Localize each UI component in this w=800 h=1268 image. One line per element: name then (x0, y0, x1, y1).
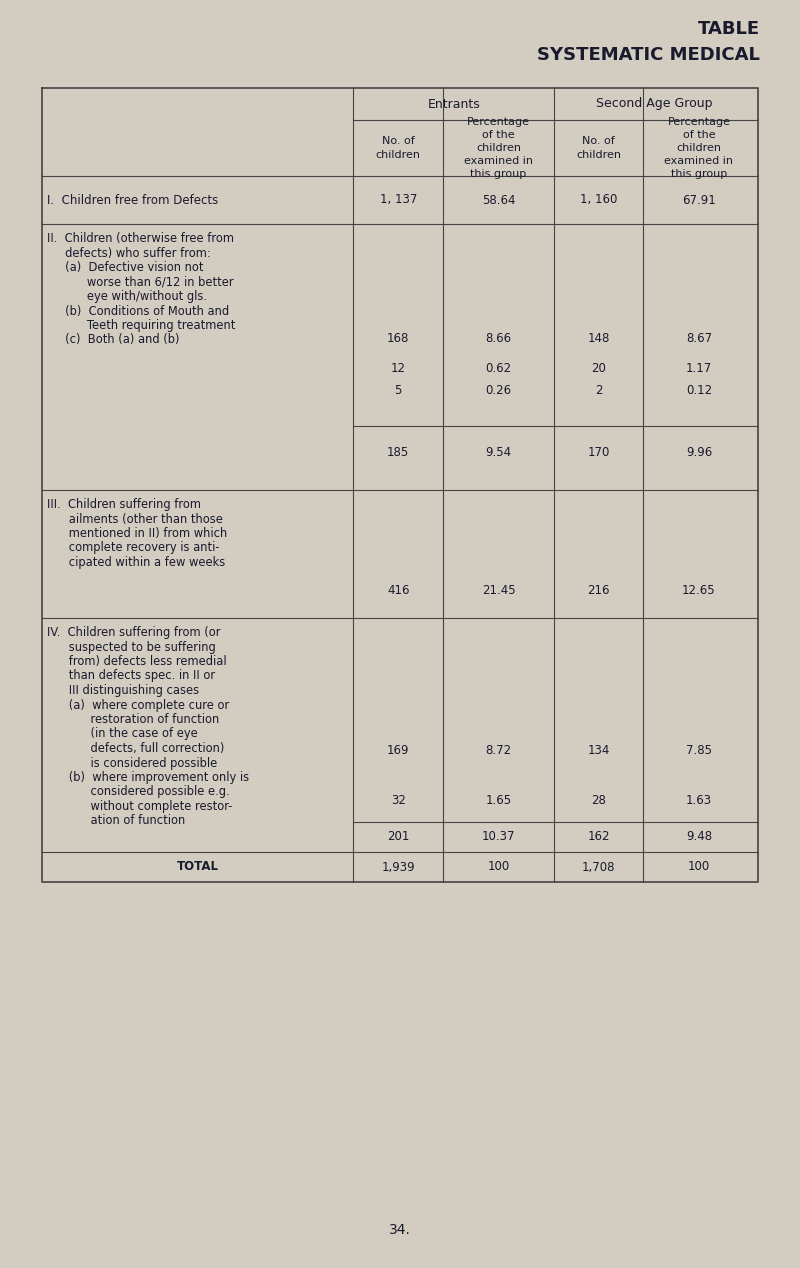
Text: 170: 170 (587, 445, 610, 459)
Text: considered possible e.g.: considered possible e.g. (47, 785, 230, 799)
Text: No. of
children: No. of children (576, 137, 621, 160)
Text: III distinguishing cases: III distinguishing cases (47, 683, 199, 697)
Text: (a)  Defective vision not: (a) Defective vision not (47, 261, 203, 274)
Text: worse than 6/12 in better: worse than 6/12 in better (47, 275, 234, 289)
Text: 67.91: 67.91 (682, 194, 716, 207)
Text: (a)  where complete cure or: (a) where complete cure or (47, 699, 230, 711)
Text: (in the case of eye: (in the case of eye (47, 728, 198, 741)
Text: TOTAL: TOTAL (177, 861, 218, 874)
Text: 7.85: 7.85 (686, 743, 712, 757)
Text: eye with/without gls.: eye with/without gls. (47, 290, 207, 303)
Text: Second Age Group: Second Age Group (596, 98, 713, 110)
Text: 9.48: 9.48 (686, 829, 712, 842)
Text: II.  Children (otherwise free from: II. Children (otherwise free from (47, 232, 234, 245)
Text: is considered possible: is considered possible (47, 757, 218, 770)
Text: 5: 5 (394, 383, 402, 397)
Text: 1,939: 1,939 (382, 861, 415, 874)
Text: 216: 216 (587, 583, 610, 596)
Text: 0.26: 0.26 (486, 383, 511, 397)
Text: suspected to be suffering: suspected to be suffering (47, 640, 216, 653)
Text: No. of
children: No. of children (376, 137, 421, 160)
Text: 32: 32 (390, 794, 406, 806)
Text: ation of function: ation of function (47, 814, 186, 828)
Text: 1.63: 1.63 (686, 794, 712, 806)
Text: 9.54: 9.54 (486, 445, 511, 459)
Text: defects) who suffer from:: defects) who suffer from: (47, 246, 210, 260)
Text: 134: 134 (587, 743, 610, 757)
Text: TABLE: TABLE (698, 20, 760, 38)
Text: (c)  Both (a) and (b): (c) Both (a) and (b) (47, 333, 179, 346)
Text: 148: 148 (587, 331, 610, 345)
Text: 168: 168 (387, 331, 410, 345)
Text: 162: 162 (587, 829, 610, 842)
Text: 1,708: 1,708 (582, 861, 615, 874)
Text: III.  Children suffering from: III. Children suffering from (47, 498, 201, 511)
Text: 100: 100 (688, 861, 710, 874)
Text: 8.66: 8.66 (486, 331, 511, 345)
Text: 12: 12 (390, 361, 406, 374)
Text: (b)  where improvement only is: (b) where improvement only is (47, 771, 249, 784)
Text: without complete restor-: without complete restor- (47, 800, 232, 813)
Text: ailments (other than those: ailments (other than those (47, 512, 223, 525)
Text: 0.62: 0.62 (486, 361, 511, 374)
Text: Percentage
of the
children
examined in
this group: Percentage of the children examined in t… (665, 117, 734, 179)
Text: 9.96: 9.96 (686, 445, 712, 459)
Text: 169: 169 (387, 743, 410, 757)
Text: IV.  Children suffering from (or: IV. Children suffering from (or (47, 626, 221, 639)
Text: 8.72: 8.72 (486, 743, 511, 757)
Text: 21.45: 21.45 (482, 583, 515, 596)
Text: cipated within a few weeks: cipated within a few weeks (47, 555, 226, 569)
Text: defects, full correction): defects, full correction) (47, 742, 224, 754)
Text: 28: 28 (591, 794, 606, 806)
Text: 1, 160: 1, 160 (580, 194, 618, 207)
Text: 1.17: 1.17 (686, 361, 712, 374)
Text: Percentage
of the
children
examined in
this group: Percentage of the children examined in t… (464, 117, 533, 179)
Text: from) defects less remedial: from) defects less remedial (47, 656, 226, 668)
Text: 1.65: 1.65 (486, 794, 511, 806)
Text: (b)  Conditions of Mouth and: (b) Conditions of Mouth and (47, 304, 229, 317)
Text: 0.12: 0.12 (686, 383, 712, 397)
Text: 416: 416 (387, 583, 410, 596)
Text: 100: 100 (487, 861, 510, 874)
Text: mentioned in II) from which: mentioned in II) from which (47, 527, 227, 540)
Text: Teeth requiring treatment: Teeth requiring treatment (47, 320, 235, 332)
Text: 8.67: 8.67 (686, 331, 712, 345)
Text: 185: 185 (387, 445, 410, 459)
Text: 201: 201 (387, 829, 410, 842)
Text: Entrants: Entrants (427, 98, 480, 110)
Text: 1, 137: 1, 137 (379, 194, 417, 207)
Text: SYSTEMATIC MEDICAL: SYSTEMATIC MEDICAL (537, 46, 760, 63)
Text: restoration of function: restoration of function (47, 713, 219, 727)
Text: than defects spec. in II or: than defects spec. in II or (47, 670, 215, 682)
Text: 20: 20 (591, 361, 606, 374)
Text: 34.: 34. (389, 1224, 411, 1238)
Text: 2: 2 (595, 383, 602, 397)
Text: complete recovery is anti-: complete recovery is anti- (47, 541, 219, 554)
Text: 12.65: 12.65 (682, 583, 716, 596)
Text: 10.37: 10.37 (482, 829, 515, 842)
Text: 58.64: 58.64 (482, 194, 515, 207)
Text: I.  Children free from Defects: I. Children free from Defects (47, 194, 218, 207)
